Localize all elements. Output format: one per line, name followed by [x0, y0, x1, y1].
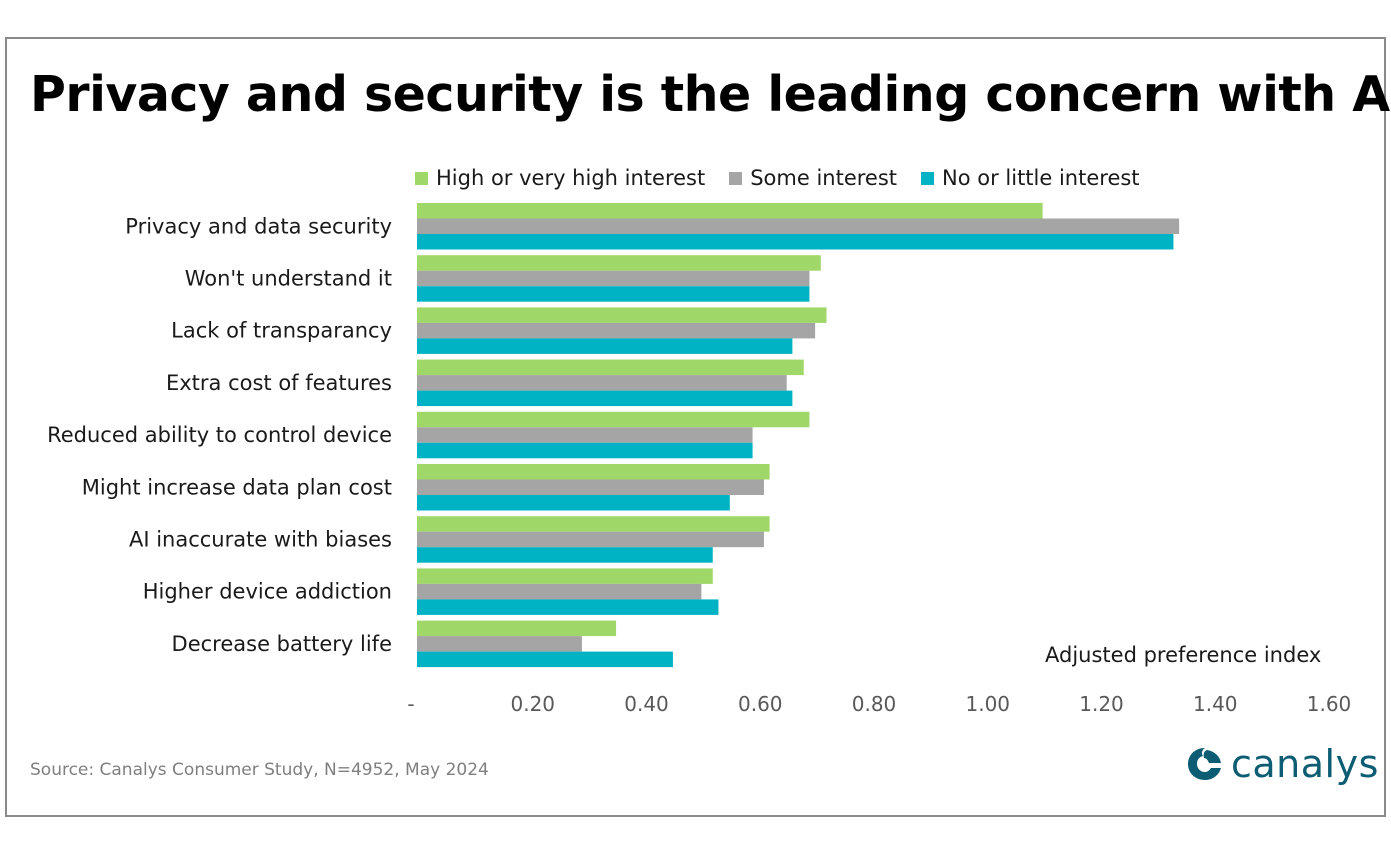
category-label-ai-inaccurate-with-biases: AI inaccurate with biases: [129, 527, 392, 551]
category-label-won-t-understand-it: Won't understand it: [185, 266, 392, 290]
bar-might-increase-data-plan-cost-high-or-very-high-interest: [417, 464, 770, 480]
category-label-extra-cost-of-features: Extra cost of features: [166, 371, 392, 395]
x-tick-label: 0.60: [738, 692, 783, 716]
bar-higher-device-addiction-no-or-little-interest: [417, 599, 719, 615]
x-tick-label: -: [407, 692, 414, 716]
bar-lack-of-transparancy-high-or-very-high-interest: [417, 307, 827, 323]
brand-name: canalys: [1231, 742, 1379, 786]
bar-decrease-battery-life-no-or-little-interest: [417, 651, 673, 668]
x-tick-label: 0.80: [852, 692, 897, 716]
x-tick-label: 0.20: [510, 692, 555, 716]
legend-label-some: Some interest: [750, 166, 898, 190]
bar-reduced-ability-to-control-device-high-or-very-high-interest: [417, 411, 810, 428]
bar-ai-inaccurate-with-biases-high-or-very-high-interest: [417, 516, 770, 532]
bar-extra-cost-of-features-no-or-little-interest: [417, 390, 793, 407]
bar-reduced-ability-to-control-device-some-interest: [417, 427, 753, 443]
category-label-higher-device-addiction: Higher device addiction: [143, 580, 392, 604]
x-tick-label: 1.40: [1193, 692, 1238, 716]
category-label-privacy-and-data-security: Privacy and data security: [125, 214, 392, 238]
bar-won-t-understand-it-high-or-very-high-interest: [417, 255, 821, 271]
bar-extra-cost-of-features-some-interest: [417, 375, 787, 391]
bar-might-increase-data-plan-cost-no-or-little-interest: [417, 495, 730, 511]
legend-item-none: No or little interest: [921, 166, 1140, 190]
bar-ai-inaccurate-with-biases-some-interest: [417, 531, 764, 548]
legend-swatch-none: [921, 171, 935, 185]
bar-higher-device-addiction-some-interest: [417, 583, 702, 600]
legend-swatch-high: [415, 171, 428, 185]
bar-ai-inaccurate-with-biases-no-or-little-interest: [417, 547, 713, 563]
category-label-might-increase-data-plan-cost: Might increase data plan cost: [82, 475, 392, 499]
bar-privacy-and-data-security-no-or-little-interest: [417, 234, 1174, 250]
canalys-logo-icon: [1188, 748, 1221, 780]
bar-higher-device-addiction-high-or-very-high-interest: [417, 568, 713, 584]
bar-privacy-and-data-security-some-interest: [417, 218, 1180, 234]
bar-lack-of-transparancy-some-interest: [417, 322, 816, 339]
bar-extra-cost-of-features-high-or-very-high-interest: [417, 359, 804, 376]
canalys-logo: canalys: [1185, 742, 1379, 786]
legend-label-high: High or very high interest: [436, 166, 706, 190]
category-label-reduced-ability-to-control-device: Reduced ability to control device: [47, 423, 392, 447]
x-tick-label: 1.20: [1079, 692, 1124, 716]
legend-item-high: High or very high interest: [415, 166, 705, 190]
x-tick-label: 1.00: [965, 692, 1010, 716]
chart-title: Privacy and security is the leading conc…: [30, 66, 1391, 123]
bar-lack-of-transparancy-no-or-little-interest: [417, 338, 793, 354]
bar-won-t-understand-it-no-or-little-interest: [417, 286, 810, 302]
legend-label-none: No or little interest: [942, 166, 1140, 190]
bar-decrease-battery-life-some-interest: [417, 636, 582, 652]
x-axis-label: Adjusted preference index: [1045, 643, 1322, 667]
legend: High or very high interest Some interest…: [415, 166, 1140, 190]
category-label-decrease-battery-life: Decrease battery life: [172, 632, 392, 656]
bar-decrease-battery-life-high-or-very-high-interest: [417, 620, 617, 637]
legend-item-some: Some interest: [729, 166, 897, 190]
source-note: Source: Canalys Consumer Study, N=4952, …: [30, 760, 489, 780]
category-label-lack-of-transparancy: Lack of transparancy: [171, 319, 392, 343]
bar-won-t-understand-it-some-interest: [417, 270, 810, 287]
bar-privacy-and-data-security-high-or-very-high-interest: [417, 203, 1043, 219]
bar-reduced-ability-to-control-device-no-or-little-interest: [417, 442, 753, 459]
legend-swatch-some: [729, 171, 743, 185]
x-tick-label: 1.60: [1307, 692, 1352, 716]
x-tick-label: 0.40: [624, 692, 669, 716]
bar-might-increase-data-plan-cost-some-interest: [417, 479, 764, 495]
